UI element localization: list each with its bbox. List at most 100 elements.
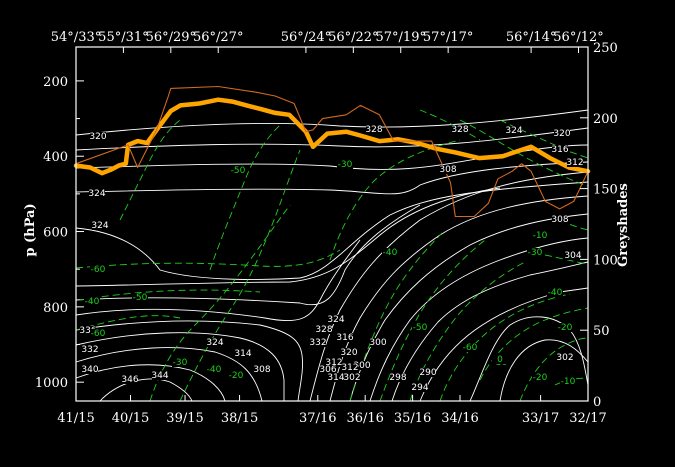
wind-speed-line bbox=[329, 139, 461, 261]
top-tick-label: 56°/24° bbox=[281, 30, 331, 45]
isentrope-label: 312 bbox=[325, 358, 342, 368]
wind-speed-line bbox=[379, 239, 486, 402]
wind-speed-label: -50 bbox=[413, 323, 428, 333]
contour-label-bg bbox=[82, 345, 98, 354]
isentrope-label: 320 bbox=[340, 348, 357, 358]
top-tick-label: 57°/17° bbox=[423, 30, 473, 45]
x-tick-label: 39/15 bbox=[166, 411, 203, 426]
isentrope-label: 346 bbox=[121, 375, 138, 385]
x-tick-label: 38/15 bbox=[221, 411, 258, 426]
y2-tick-label: 100 bbox=[593, 253, 618, 268]
isentrope-label: 306 bbox=[319, 365, 336, 375]
x-tick-label: 32/17 bbox=[569, 411, 606, 426]
top-tick-label: 55°/31° bbox=[98, 30, 148, 45]
isentrope-label: 308 bbox=[551, 215, 568, 225]
wind-speed-line bbox=[419, 109, 481, 141]
isentrope-label: 314 bbox=[234, 349, 251, 359]
wind-speed-line bbox=[75, 249, 341, 269]
top-tick-label: 54°/33° bbox=[51, 30, 101, 45]
wind-speed-label: -50 bbox=[133, 293, 148, 303]
contour-label-bg bbox=[532, 231, 548, 240]
wind-speed-line bbox=[409, 261, 526, 402]
contour-label-bg bbox=[567, 158, 583, 167]
wind-speed-label: -20 bbox=[229, 371, 244, 381]
contour-label-bg bbox=[366, 125, 382, 134]
x-tick-label: 34/16 bbox=[441, 411, 478, 426]
contour-label-bg bbox=[206, 365, 222, 374]
contour-label-bg bbox=[152, 371, 168, 380]
wind-speed-label: -30 bbox=[338, 160, 353, 170]
x-tick-label: 36/16 bbox=[346, 411, 383, 426]
contour-label-bg bbox=[337, 333, 353, 342]
y2-tick-label: 50 bbox=[593, 324, 610, 339]
isentrope-label: 300 bbox=[369, 338, 386, 348]
wind-speed-label: -30 bbox=[173, 358, 188, 368]
contour-label-bg bbox=[557, 323, 573, 332]
isentrope-line bbox=[75, 187, 501, 287]
x-tick-label: 40/15 bbox=[112, 411, 149, 426]
isentrope-line bbox=[369, 237, 589, 402]
y-tick-label: 600 bbox=[43, 226, 68, 241]
isentrope-label: 302 bbox=[343, 373, 360, 383]
contour-label-bg bbox=[230, 166, 246, 175]
top-tick-label: 56°/29° bbox=[146, 30, 196, 45]
wind-speed-label: -30 bbox=[528, 248, 543, 258]
isentrope-label: 332 bbox=[309, 338, 326, 348]
top-tick-label: 57°/19° bbox=[376, 30, 426, 45]
wind-speed-line bbox=[209, 124, 281, 271]
axes-layer: 41/15 40/15 39/15 38/15 37/16 36/16 35/16 34/16… bbox=[35, 30, 618, 426]
wind-speed-label: -10 bbox=[561, 377, 576, 387]
wind-speed-label: -20 bbox=[558, 323, 573, 333]
isentrope-line bbox=[469, 316, 589, 402]
wind-speed-line bbox=[179, 149, 301, 402]
contour-label-bg bbox=[328, 373, 344, 382]
isentrope-label: 344 bbox=[151, 371, 168, 381]
x-tick-label: 41/15 bbox=[57, 411, 94, 426]
contour-label-bg bbox=[560, 377, 576, 386]
contour-label-bg bbox=[554, 129, 570, 138]
isentrope-label: 324 bbox=[91, 221, 108, 231]
contour-label-bg bbox=[412, 383, 428, 392]
wind-speed-label: -40 bbox=[207, 365, 222, 375]
contour-label-bg bbox=[328, 315, 344, 324]
isentrope-label: 300 bbox=[353, 361, 370, 371]
contour-label-bg bbox=[440, 165, 456, 174]
isentrope-label: 324 bbox=[206, 338, 223, 348]
thin-orange-line bbox=[75, 85, 589, 218]
isentrope-label: 336 bbox=[79, 326, 96, 336]
wind-speed-label: -40 bbox=[548, 288, 563, 298]
plot-frame bbox=[75, 46, 589, 402]
isentrope-label: 302 bbox=[556, 353, 573, 363]
isentrope-label: 324 bbox=[327, 315, 344, 325]
wind-speed-line bbox=[119, 119, 181, 221]
contour-label-bg bbox=[320, 365, 336, 374]
contour-label-bg bbox=[89, 189, 105, 198]
wind-speed-line bbox=[459, 119, 589, 187]
y2-tick-label: 150 bbox=[593, 183, 618, 198]
contour-label-bg bbox=[382, 248, 398, 257]
contour-label-bg bbox=[235, 349, 251, 358]
contour-label-bg bbox=[80, 326, 96, 335]
isentrope-line bbox=[75, 161, 589, 195]
isentrope-label: 320 bbox=[553, 129, 570, 139]
contour-label-bg bbox=[354, 361, 370, 370]
contour-label-bg bbox=[552, 145, 568, 154]
y-axis-title: p (hPa) bbox=[23, 203, 38, 256]
y2-tick-label: 0 bbox=[593, 395, 601, 410]
wind-speed-line bbox=[79, 289, 261, 301]
contour-label-bg bbox=[390, 373, 406, 382]
contour-label-bg bbox=[228, 371, 244, 380]
contour-label-bg bbox=[452, 125, 468, 134]
contour-label-bg bbox=[552, 215, 568, 224]
isentrope-label: 324 bbox=[505, 126, 522, 136]
wind-speed-label: -10 bbox=[533, 231, 548, 241]
contour-label-bg bbox=[344, 373, 360, 382]
isentrope-label: 332 bbox=[81, 345, 98, 355]
contour-label-bg bbox=[310, 338, 326, 347]
contour-label-bg bbox=[90, 132, 106, 141]
wind-speed-line bbox=[519, 337, 589, 402]
contour-label-bg bbox=[342, 363, 358, 372]
wind-speed-line bbox=[149, 204, 291, 402]
